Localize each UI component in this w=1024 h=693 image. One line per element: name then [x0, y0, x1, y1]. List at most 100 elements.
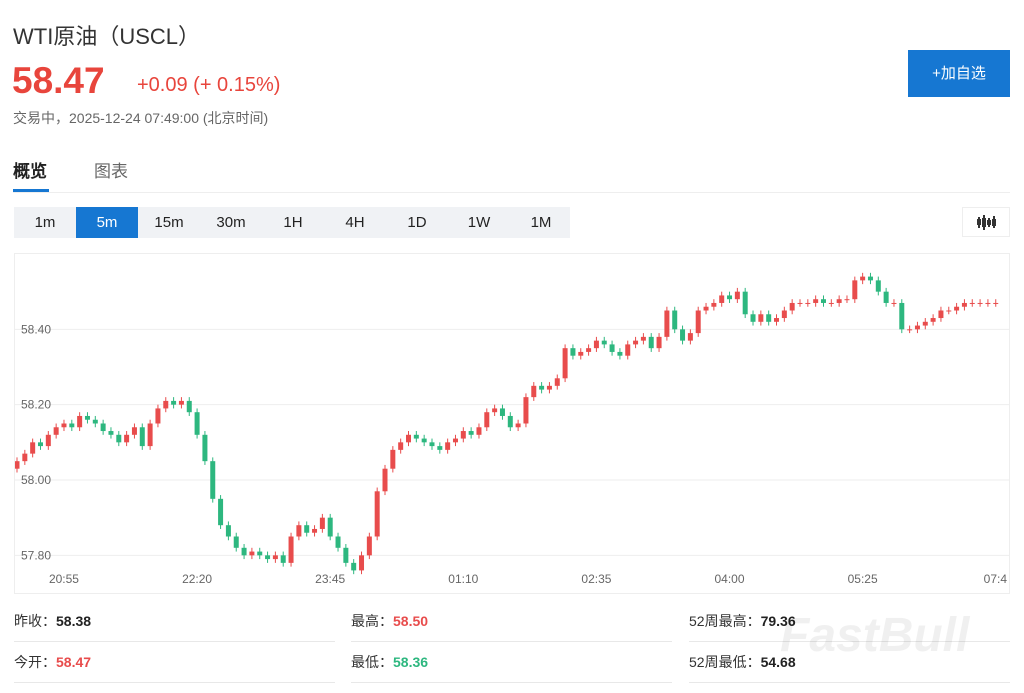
candle-body — [640, 336, 646, 341]
candle-body — [296, 525, 302, 537]
x-tick-label: 04:00 — [715, 572, 745, 586]
candle-body — [836, 299, 842, 303]
stat: 最低：58.36 — [351, 652, 428, 672]
candle-body — [210, 461, 216, 499]
change: +0.09 (+ 0.15%) — [137, 74, 281, 96]
candle-body — [77, 415, 83, 428]
candle-body — [828, 302, 834, 304]
x-tick-label: 07:4 — [984, 572, 1008, 586]
x-tick-label: 20:55 — [49, 572, 79, 586]
candle-body — [774, 318, 780, 322]
chart-type-button[interactable] — [962, 207, 1010, 237]
candle-body — [546, 385, 552, 390]
stat-value: 58.47 — [56, 654, 92, 670]
separator — [14, 641, 335, 642]
candle-body — [108, 431, 114, 435]
candle-icon — [977, 215, 996, 230]
candle-body — [758, 314, 764, 322]
candle-body — [860, 276, 866, 281]
candle-body — [437, 446, 443, 450]
stat-label: 今开： — [14, 654, 56, 670]
candle-body — [680, 329, 686, 341]
candle-body — [30, 442, 36, 454]
candle-body — [813, 299, 819, 303]
candle-body — [914, 325, 920, 330]
candle-body — [390, 449, 396, 469]
candle-body — [844, 299, 850, 301]
candle-body — [382, 468, 388, 492]
watchlist-button[interactable]: +加自选 — [908, 50, 1010, 97]
stat-label: 52周最低： — [689, 654, 761, 670]
candle-body — [727, 295, 733, 300]
candle-body — [265, 555, 271, 560]
divider — [13, 192, 1010, 193]
candle-body — [954, 306, 960, 311]
candle-body — [750, 314, 756, 322]
candle-body — [249, 551, 255, 556]
candle-body — [703, 306, 709, 311]
candle-body — [930, 318, 936, 322]
candle-body — [468, 431, 474, 435]
candle-body — [492, 408, 498, 413]
candle-body — [797, 302, 803, 304]
candle-body — [867, 276, 873, 281]
tab[interactable]: 图表 — [94, 162, 128, 181]
candle-body — [484, 412, 490, 428]
candle-body — [366, 536, 372, 556]
title: WTI原油（USCL） — [13, 24, 201, 49]
interval-button[interactable]: 5m — [76, 207, 138, 238]
candle-body — [429, 442, 435, 447]
interval-button[interactable]: 1W — [467, 214, 491, 231]
stat-value: 79.36 — [760, 613, 796, 629]
candle-body — [805, 302, 811, 304]
interval-button[interactable]: 1m — [34, 214, 56, 231]
candle-body — [922, 321, 928, 326]
price: 58.47 — [12, 60, 105, 101]
candle-body — [398, 442, 404, 450]
candle-body — [116, 434, 122, 443]
y-tick-label: 58.00 — [21, 473, 51, 487]
interval-button[interactable]: 1D — [407, 214, 427, 231]
interval-button[interactable]: 4H — [345, 214, 365, 231]
candle-body — [194, 412, 200, 435]
candle-body — [178, 400, 184, 405]
candle-body — [84, 415, 90, 420]
stat-label: 52周最高： — [689, 613, 761, 629]
x-tick-label: 22:20 — [182, 572, 212, 586]
candle-body — [625, 344, 631, 356]
candle-body — [719, 295, 725, 303]
candle-body — [15, 461, 20, 469]
chart: 57.80 58.00 58.20 58.40 20:55 22:20 23:45 01:10… — [14, 253, 1010, 594]
interval-button[interactable]: 15m — [154, 214, 184, 231]
candle-body — [45, 434, 51, 447]
candle-body — [891, 302, 897, 304]
interval-button[interactable]: 1M — [530, 214, 552, 231]
candle-body — [656, 336, 662, 349]
candle-body — [993, 302, 999, 304]
candle-body — [100, 423, 106, 432]
candle-body — [969, 302, 975, 304]
interval-button[interactable]: 1H — [283, 214, 303, 231]
candle-body — [53, 427, 59, 435]
candle-body — [609, 344, 615, 352]
candle-body — [664, 310, 670, 337]
y-tick-label: 58.40 — [21, 322, 51, 336]
candle-body — [202, 434, 208, 462]
stat-value: 54.68 — [760, 654, 796, 670]
candle-body — [155, 408, 161, 424]
candle-body — [586, 348, 592, 352]
candle-body — [781, 310, 787, 319]
candle-body — [523, 397, 529, 424]
candle-body — [413, 434, 419, 439]
candle-body — [539, 385, 545, 390]
candle-body — [883, 291, 889, 303]
interval-button[interactable]: 30m — [216, 214, 246, 231]
candle-body — [124, 434, 130, 443]
candle-body — [946, 310, 952, 312]
stat-label: 最高： — [351, 613, 393, 629]
tab[interactable]: 概览 — [13, 162, 47, 181]
x-tick-label: 23:45 — [315, 572, 345, 586]
candle-body — [734, 291, 740, 300]
stat: 昨收：58.38 — [14, 611, 91, 631]
candle-body — [507, 415, 513, 428]
